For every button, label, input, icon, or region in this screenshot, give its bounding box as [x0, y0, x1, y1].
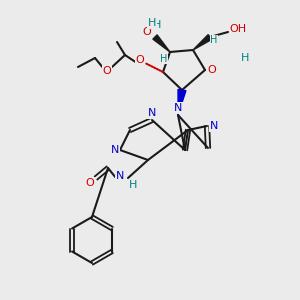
Text: O: O — [85, 178, 94, 188]
Text: N: N — [210, 121, 218, 131]
Text: O: O — [208, 65, 216, 75]
Polygon shape — [193, 34, 212, 50]
Text: O: O — [142, 27, 152, 37]
Polygon shape — [153, 35, 170, 52]
Text: N: N — [148, 108, 156, 118]
Text: H: H — [129, 180, 137, 190]
Text: H: H — [148, 18, 156, 28]
Text: N: N — [174, 103, 182, 113]
Text: O: O — [136, 55, 144, 65]
Text: H: H — [160, 54, 168, 64]
Text: O: O — [103, 66, 111, 76]
Polygon shape — [178, 89, 186, 115]
Text: H: H — [210, 35, 218, 45]
Text: N: N — [116, 171, 124, 181]
Text: H: H — [241, 53, 249, 63]
Text: H: H — [153, 20, 161, 30]
Text: OH: OH — [230, 24, 247, 34]
Text: N: N — [111, 145, 119, 155]
